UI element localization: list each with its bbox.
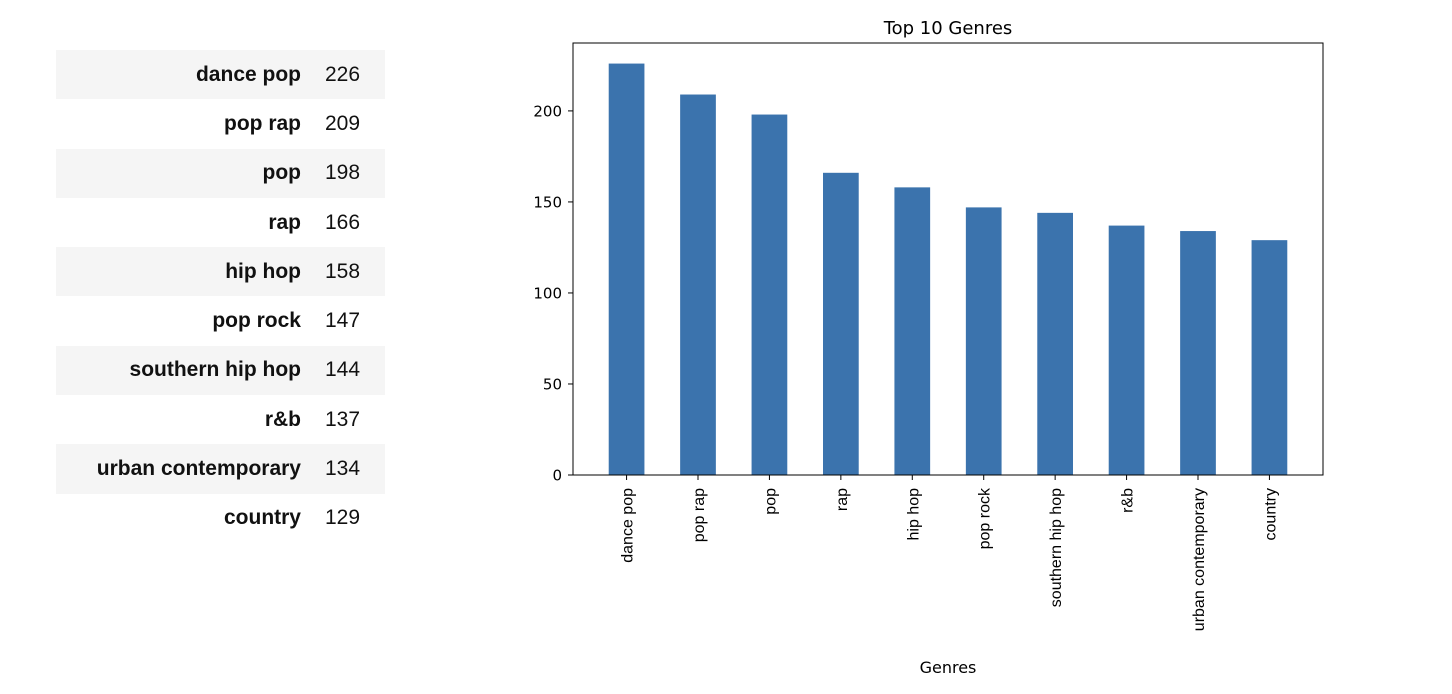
y-tick-label: 100 — [533, 284, 562, 302]
table-row: pop rock 147 — [56, 296, 385, 345]
genre-name-cell: pop rap — [224, 111, 301, 135]
genre-name-cell: southern hip hop — [56, 345, 325, 396]
x-tick-label: dance pop — [620, 488, 637, 563]
x-tick-label: southern hip hop — [1048, 488, 1065, 607]
table-row: r&b 137 — [56, 395, 385, 444]
genre-name-cell: r&b — [264, 407, 301, 431]
x-tick-label: urban contemporary — [1191, 488, 1208, 631]
x-tick-label: hip hop — [905, 488, 922, 541]
genre-count-cell: 147 — [325, 309, 361, 333]
y-tick-label: 0 — [552, 467, 562, 485]
genre-count-cell: 226 — [325, 50, 385, 100]
table-row: pop rap 209 — [56, 99, 385, 148]
genre-count-cell: 129 — [325, 506, 361, 530]
y-tick-label: 150 — [533, 193, 562, 211]
genre-name-cell: rap — [268, 210, 301, 234]
genre-name-cell: country — [223, 506, 301, 530]
bar — [965, 207, 1002, 475]
bar — [680, 94, 716, 475]
x-axis-label: Genres — [920, 658, 977, 677]
table-row: southern hip hop 144 — [56, 345, 385, 396]
bar — [1037, 212, 1073, 475]
genre-count-cell: 166 — [325, 210, 361, 234]
genre-count-cell: 134 — [325, 444, 385, 494]
genre-name-cell: urban contemporary — [56, 444, 325, 494]
genre-count-cell: 158 — [325, 247, 385, 297]
genre-name-cell: hip hop — [56, 247, 325, 297]
x-tick-label: pop rap — [691, 488, 708, 542]
table-row: urban contemporary 134 — [56, 444, 385, 494]
x-tick-label: pop — [762, 488, 779, 515]
genre-count-cell: 209 — [325, 111, 361, 135]
x-tick-label: pop rock — [977, 487, 994, 549]
x-tick-label: country — [1262, 488, 1279, 540]
bar — [751, 114, 788, 476]
y-tick-label: 50 — [543, 375, 562, 393]
chart-title: Top 10 Genres — [883, 18, 1013, 39]
genre-name-cell: pop — [56, 148, 325, 198]
table-row: hip hop 158 — [56, 247, 385, 297]
genre-count-cell: 198 — [325, 148, 385, 198]
table-row: pop 198 — [56, 148, 385, 198]
genre-name-cell: pop rock — [212, 309, 301, 333]
bar — [1251, 240, 1288, 475]
genre-name-cell: dance pop — [56, 50, 325, 100]
bar — [823, 172, 859, 476]
genre-count-table: dance pop 226 pop rap 209 pop 198 rap 166 hip ho… — [56, 50, 385, 543]
bar — [894, 187, 931, 476]
table-row: country 129 — [56, 494, 385, 543]
table-row: rap 166 — [56, 198, 385, 247]
bar — [608, 63, 645, 475]
y-tick-label: 200 — [533, 102, 562, 120]
plot-frame — [572, 42, 1324, 476]
x-tick-label: rap — [834, 488, 851, 511]
x-tick-label: r&b — [1120, 488, 1137, 513]
bar — [1180, 231, 1216, 475]
table-row: dance pop 226 — [56, 50, 385, 100]
genre-count-cell: 144 — [325, 345, 385, 396]
bar — [1108, 225, 1145, 475]
genre-count-cell: 137 — [325, 407, 361, 431]
